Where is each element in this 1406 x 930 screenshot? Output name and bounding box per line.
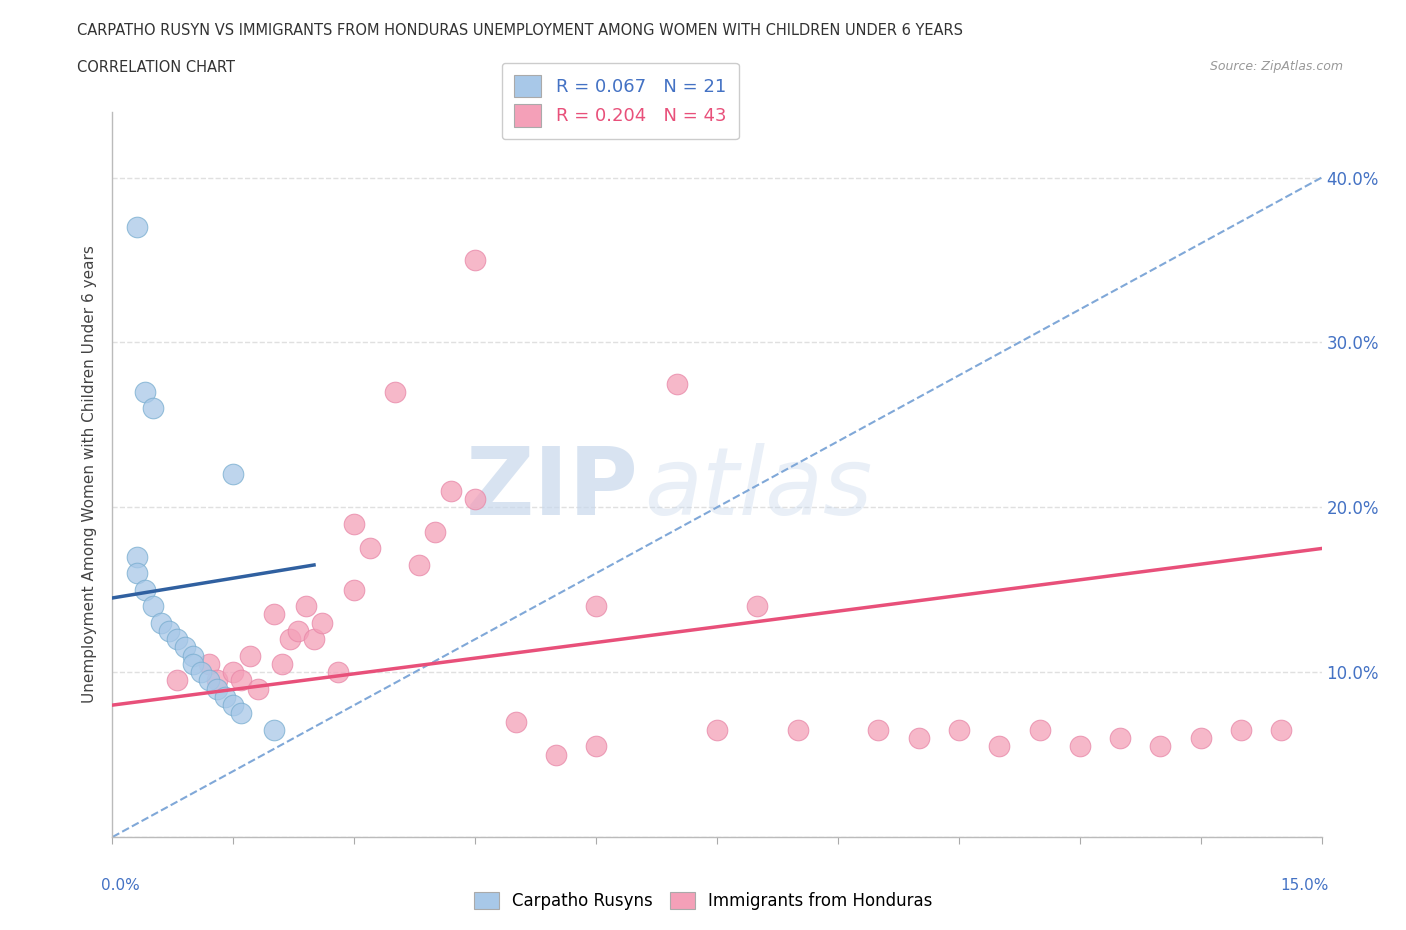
Point: [181, 648, 204, 663]
Point: [270, 657, 292, 671]
Point: [706, 723, 728, 737]
Point: [134, 582, 156, 597]
Legend: R = 0.067   N = 21, R = 0.204   N = 43: R = 0.067 N = 21, R = 0.204 N = 43: [502, 62, 740, 140]
Point: [157, 623, 180, 638]
Point: [214, 689, 236, 704]
Point: [359, 541, 381, 556]
Legend: Carpatho Rusyns, Immigrants from Honduras: Carpatho Rusyns, Immigrants from Hondura…: [467, 885, 939, 917]
Point: [287, 623, 309, 638]
Point: [544, 747, 567, 762]
Point: [231, 706, 253, 721]
Point: [207, 673, 229, 688]
Point: [343, 582, 366, 597]
Point: [198, 673, 221, 688]
Point: [988, 738, 1011, 753]
Point: [747, 599, 769, 614]
Point: [278, 631, 301, 646]
Point: [142, 401, 165, 416]
Point: [786, 723, 808, 737]
Point: [328, 665, 350, 680]
Point: [1069, 738, 1091, 753]
Point: [868, 723, 890, 737]
Point: [1270, 723, 1292, 737]
Point: [343, 516, 366, 531]
Point: [505, 714, 527, 729]
Point: [1028, 723, 1050, 737]
Point: [246, 681, 269, 696]
Point: [440, 484, 463, 498]
Point: [665, 377, 688, 392]
Point: [408, 558, 430, 573]
Point: [1230, 723, 1253, 737]
Point: [238, 648, 260, 663]
Point: [585, 738, 607, 753]
Point: [907, 731, 929, 746]
Point: [464, 492, 486, 507]
Point: [423, 525, 446, 539]
Point: [222, 467, 245, 482]
Point: [181, 657, 204, 671]
Point: [125, 219, 148, 234]
Point: [198, 657, 221, 671]
Point: [231, 673, 253, 688]
Point: [464, 253, 486, 268]
Point: [190, 665, 212, 680]
Point: [948, 723, 970, 737]
Point: [125, 550, 148, 565]
Point: [1109, 731, 1132, 746]
Point: [125, 565, 148, 580]
Point: [302, 631, 325, 646]
Point: [263, 723, 285, 737]
Text: 0.0%: 0.0%: [101, 878, 141, 893]
Point: [134, 384, 156, 399]
Text: atlas: atlas: [644, 444, 873, 535]
Point: [295, 599, 318, 614]
Point: [166, 673, 188, 688]
Point: [384, 384, 406, 399]
Point: [149, 616, 172, 631]
Point: [1149, 738, 1171, 753]
Point: [1189, 731, 1212, 746]
Point: [222, 698, 245, 712]
Point: [311, 616, 333, 631]
Y-axis label: Unemployment Among Women with Children Under 6 years: Unemployment Among Women with Children U…: [82, 246, 97, 703]
Point: [585, 599, 607, 614]
Point: [207, 681, 229, 696]
Point: [222, 665, 245, 680]
Point: [142, 599, 165, 614]
Point: [174, 640, 197, 655]
Point: [166, 631, 188, 646]
Text: CARPATHO RUSYN VS IMMIGRANTS FROM HONDURAS UNEMPLOYMENT AMONG WOMEN WITH CHILDRE: CARPATHO RUSYN VS IMMIGRANTS FROM HONDUR…: [77, 23, 963, 38]
Text: 15.0%: 15.0%: [1281, 878, 1329, 893]
Text: ZIP: ZIP: [465, 443, 638, 535]
Text: CORRELATION CHART: CORRELATION CHART: [77, 60, 235, 75]
Text: Source: ZipAtlas.com: Source: ZipAtlas.com: [1209, 60, 1343, 73]
Point: [263, 607, 285, 622]
